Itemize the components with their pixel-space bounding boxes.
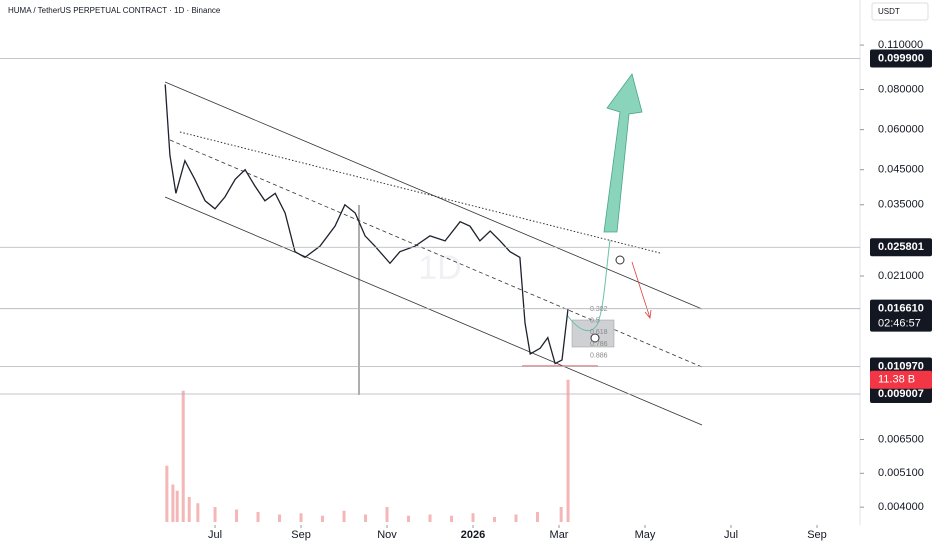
y-tick-label: 0.035000 (878, 199, 924, 211)
volume-tag-label: 11.38 B (878, 374, 915, 386)
price-tag-label: 0.025801 (878, 241, 924, 253)
fib-label: 0.5 (590, 318, 600, 325)
volume-bar (428, 514, 432, 522)
y-tick-label: 0.060000 (878, 124, 924, 136)
zone-box (571, 319, 615, 348)
watermark: 1D (418, 249, 461, 287)
volume-bar (471, 513, 475, 522)
countdown: 02:46:57 (878, 318, 921, 330)
price-tag (870, 238, 932, 257)
path-arrow (566, 239, 611, 332)
volume-bar (450, 515, 454, 522)
y-tick-label: 0.080000 (878, 83, 924, 95)
volume-bar (514, 514, 518, 522)
channel-upper (164, 81, 703, 310)
volume-bar (165, 465, 169, 522)
y-tick-label: 0.005100 (878, 467, 924, 479)
fib-label: 0.886 (590, 353, 608, 360)
x-tick-label: Jul (724, 529, 738, 541)
x-tick-label: 2026 (461, 529, 485, 541)
x-tick-label: May (635, 529, 656, 541)
drawings (164, 73, 703, 426)
price-tag (870, 385, 932, 404)
volume-bar (187, 497, 191, 522)
volume-bar (364, 514, 368, 522)
volume-bar (235, 509, 239, 522)
volume-bar (321, 515, 325, 522)
price-tag-label: 0.010970 (878, 360, 924, 372)
volume-bar (181, 390, 185, 522)
fib-label: 0.382 (590, 306, 608, 313)
volume-bar (385, 507, 389, 522)
y-tick-label: 0.045000 (878, 164, 924, 176)
price-line (164, 84, 569, 365)
x-tick-label: Jul (208, 529, 222, 541)
y-tick-label: 0.110000 (878, 39, 923, 51)
volume-bar (171, 484, 175, 522)
volume-bar (196, 503, 200, 522)
price-tag (870, 49, 932, 68)
fib-label: 0.786 (590, 341, 608, 348)
x-tick-label: Sep (807, 529, 827, 541)
volume-bar (407, 515, 411, 522)
chart-title: HUMA / TetherUS PERPETUAL CONTRACT · 1D … (8, 6, 221, 15)
volume-bar (175, 490, 179, 522)
price-tag-label: 0.009007 (878, 388, 924, 400)
volume-bar (566, 379, 570, 522)
y-tick-label: 0.004000 (878, 501, 924, 513)
y-tick-label: 0.021000 (878, 270, 924, 282)
volume-bar (256, 512, 260, 522)
eye-icon (590, 333, 600, 343)
x-tick-label: Sep (291, 529, 311, 541)
price-tag-label: 0.016610 (878, 303, 924, 315)
volume-bar (278, 514, 282, 522)
volume-bar (536, 512, 540, 522)
currency-box (871, 2, 929, 21)
volume-bar (559, 507, 563, 522)
fib-label: 0.618 (590, 329, 608, 336)
currency: USDT (878, 7, 900, 16)
volume-bar (213, 507, 217, 522)
y-tick-label: 0.006500 (878, 433, 924, 445)
channel-lower (164, 196, 703, 426)
x-tick-label: Nov (377, 529, 397, 541)
volume-tag (870, 370, 932, 389)
volume-bar (299, 513, 303, 522)
big-arrow (603, 73, 643, 233)
price-tag (870, 299, 932, 332)
red-arrow (631, 261, 652, 319)
volume-bar (493, 517, 497, 522)
price-tag-label: 0.099900 (878, 52, 924, 64)
volume-bar (342, 510, 346, 522)
eye-icon (615, 255, 625, 265)
channel-mid (169, 139, 703, 368)
trendline (179, 131, 661, 254)
x-tick-label: Mar (550, 529, 569, 541)
